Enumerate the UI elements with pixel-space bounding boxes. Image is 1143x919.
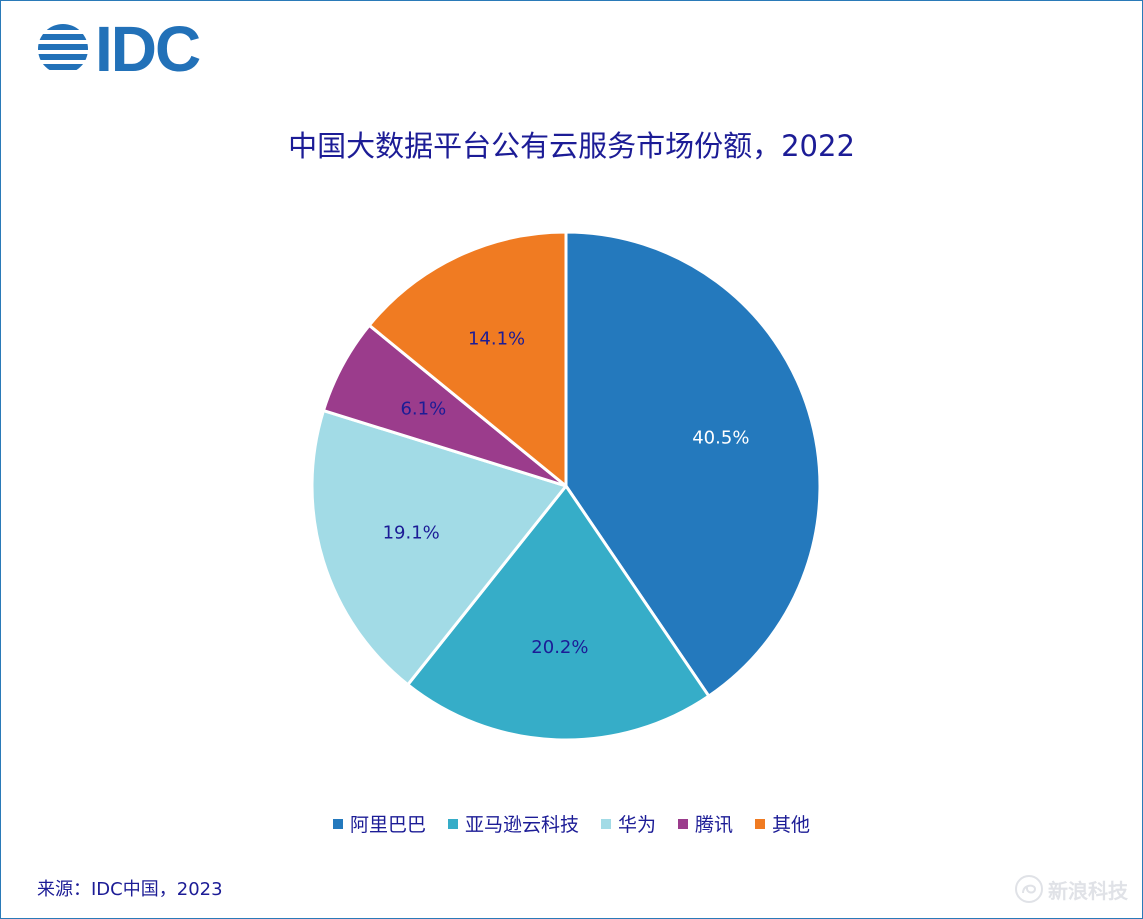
idc-logo: IDC bbox=[37, 17, 207, 81]
legend-item-0: 阿里巴巴 bbox=[332, 810, 426, 837]
legend-label: 亚马逊云科技 bbox=[464, 814, 579, 836]
globe-stripes-icon bbox=[38, 24, 88, 70]
data-label-4: 14.1% bbox=[468, 329, 525, 350]
pie-slice-0 bbox=[564, 230, 822, 698]
data-label-0: 40.5% bbox=[692, 427, 749, 448]
legend-swatch bbox=[447, 818, 458, 829]
source-note: 来源：IDC中国，2023 bbox=[37, 879, 223, 900]
pie-slice-4 bbox=[367, 230, 568, 488]
logo-text: IDC bbox=[95, 13, 201, 85]
legend-label: 腾讯 bbox=[695, 814, 734, 836]
legend-swatch bbox=[678, 818, 688, 829]
legend-label: 华为 bbox=[617, 814, 656, 836]
swirl-logo-icon bbox=[1015, 875, 1043, 903]
data-label-2: 19.1% bbox=[383, 523, 440, 544]
watermark: 新浪科技 bbox=[1014, 874, 1128, 904]
pie-slice-2 bbox=[310, 409, 568, 687]
legend-item-1: 亚马逊云科技 bbox=[447, 810, 579, 837]
chart-legend: 阿里巴巴 亚马逊云科技 华为 腾讯 其他 bbox=[1, 810, 1142, 837]
legend-swatch bbox=[755, 818, 766, 829]
legend-item-2: 华为 bbox=[600, 810, 656, 837]
data-label-1: 20.2% bbox=[531, 637, 588, 658]
legend-item-4: 其他 bbox=[755, 810, 810, 837]
legend-item-3: 腾讯 bbox=[678, 810, 733, 837]
legend-label: 其他 bbox=[772, 814, 811, 836]
chart-title: 中国大数据平台公有云服务市场份额，2022 bbox=[288, 129, 855, 163]
data-label-3: 6.1% bbox=[400, 398, 446, 419]
legend-swatch bbox=[600, 818, 611, 829]
pie-chart: 40.5% 20.2% 19.1% 6.1% 14.1% bbox=[310, 230, 822, 742]
pie-slice-1 bbox=[406, 484, 711, 742]
legend-swatch bbox=[332, 818, 343, 829]
legend-label: 阿里巴巴 bbox=[349, 814, 426, 836]
watermark-text: 新浪科技 bbox=[1048, 878, 1128, 903]
